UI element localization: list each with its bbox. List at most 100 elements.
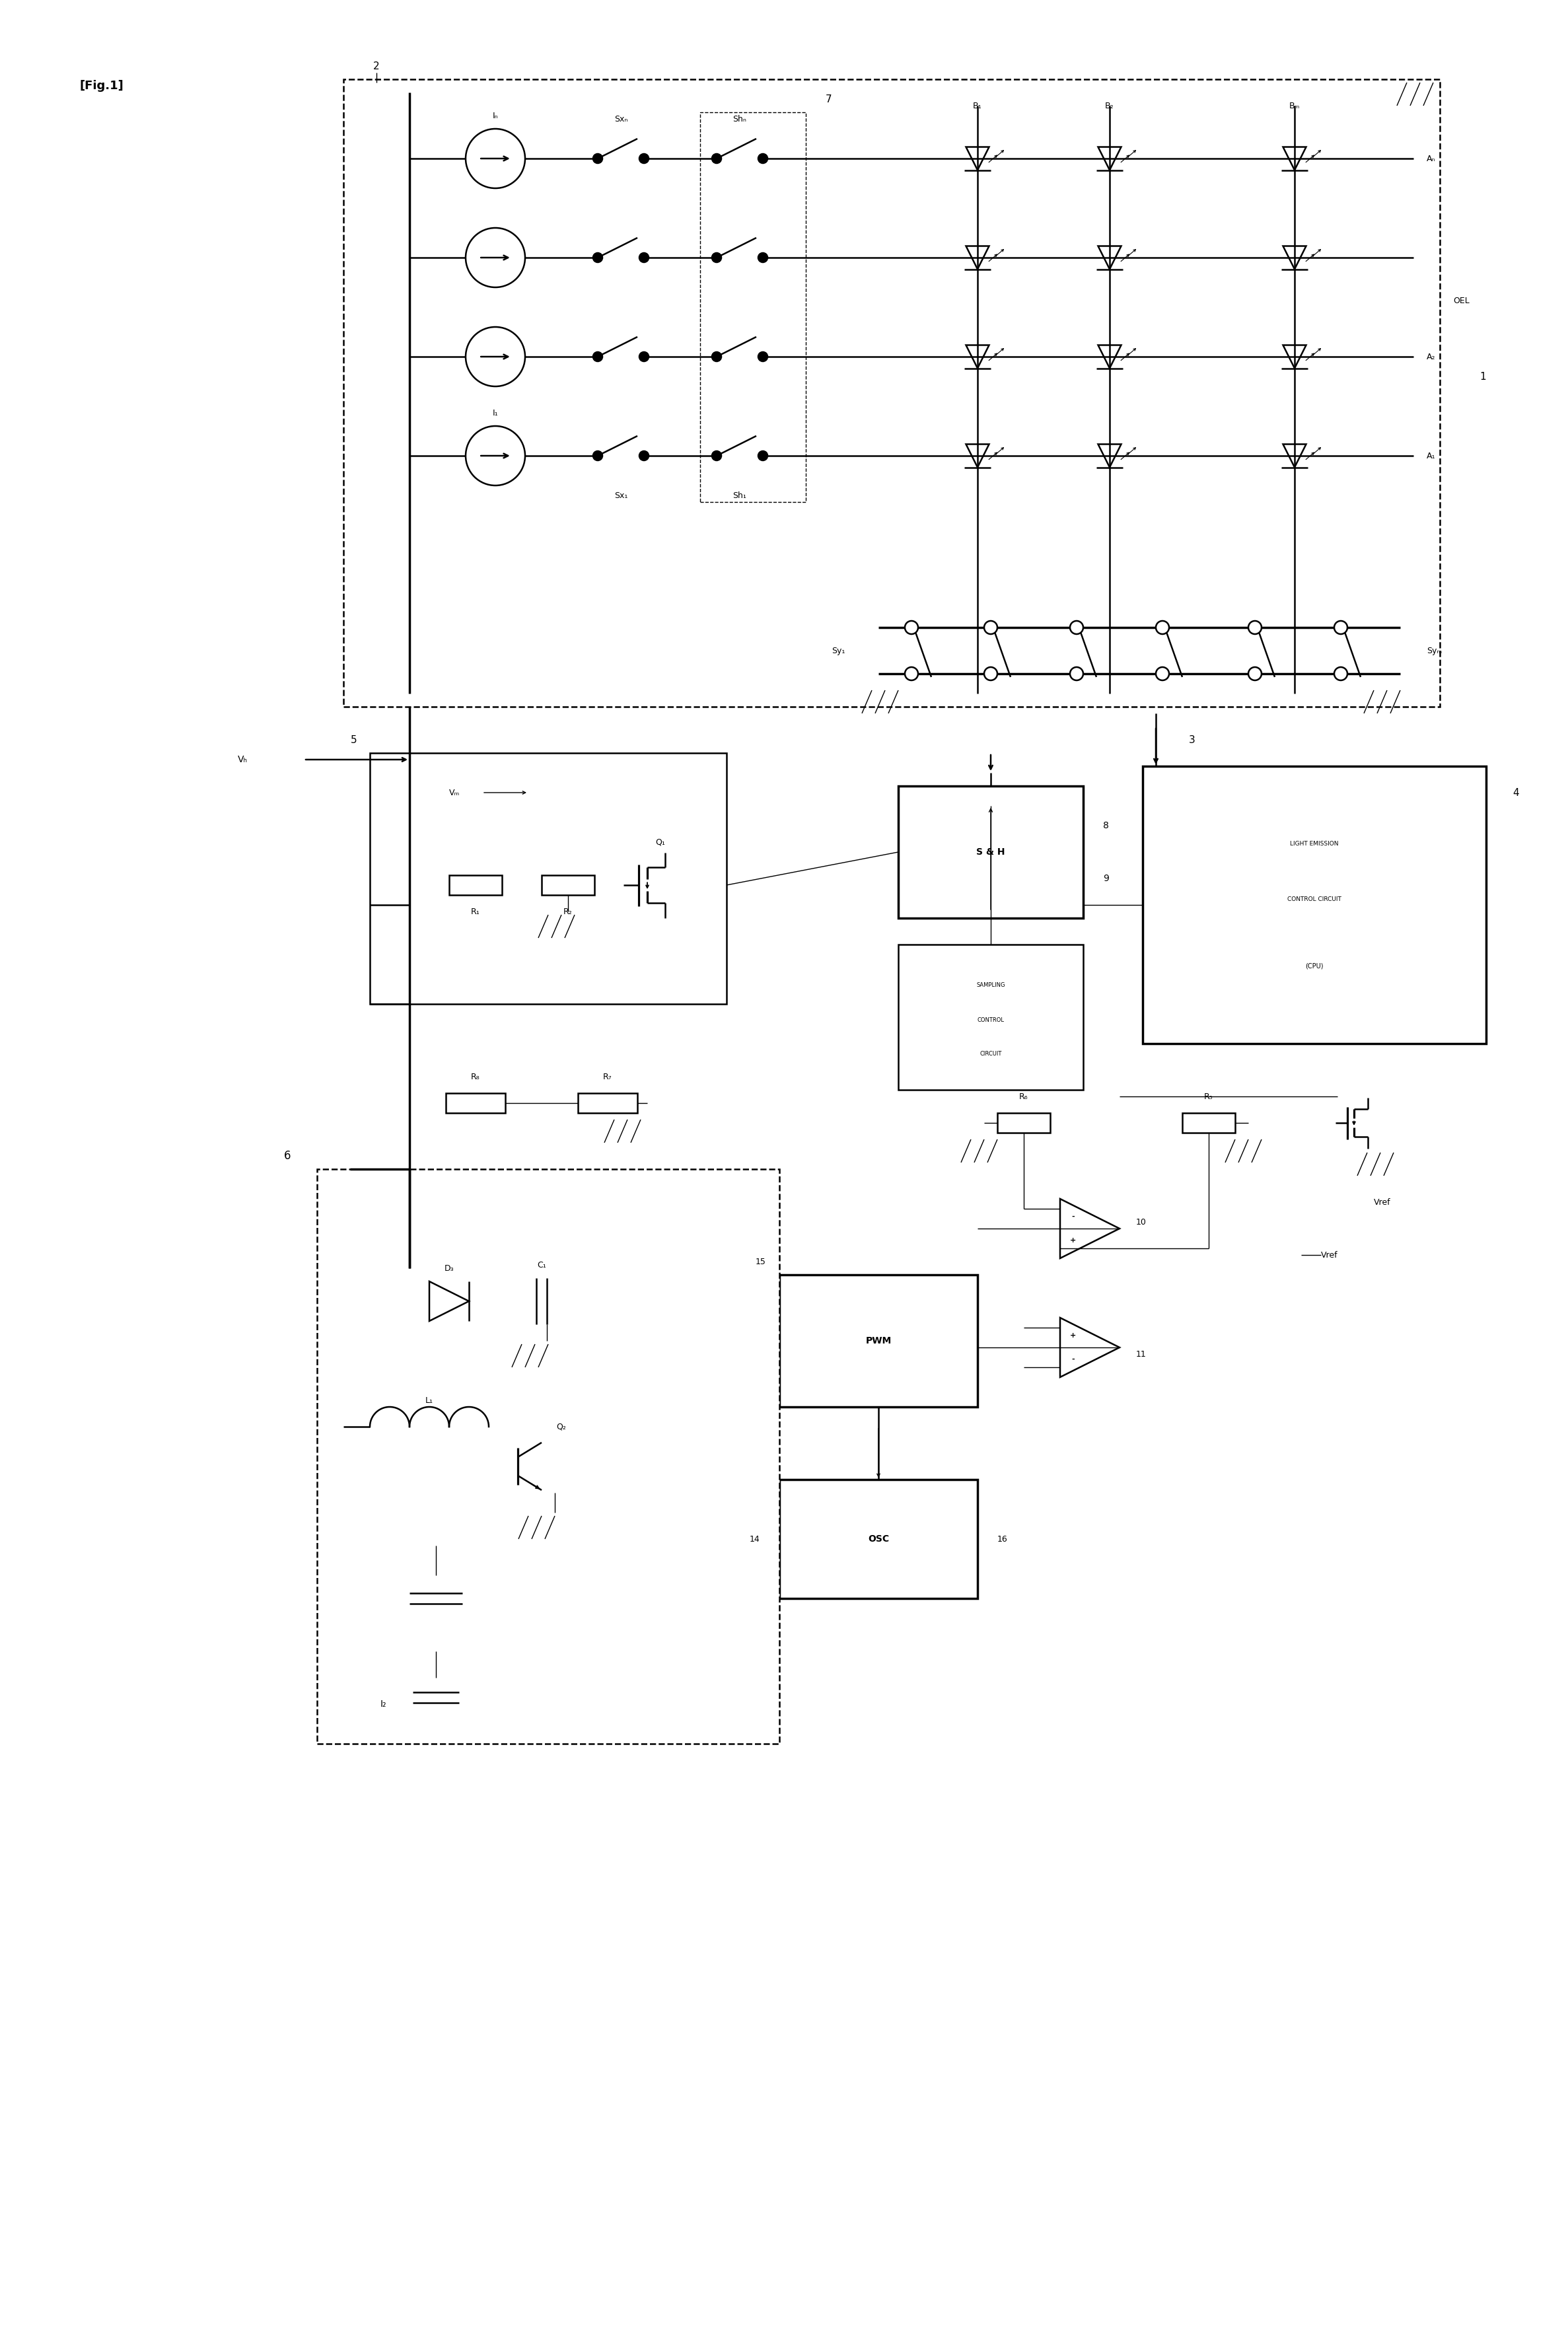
Circle shape xyxy=(905,667,919,681)
Text: 4: 4 xyxy=(1513,788,1519,797)
Text: (CPU): (CPU) xyxy=(1305,963,1323,970)
Text: SAMPLING: SAMPLING xyxy=(977,981,1005,988)
Circle shape xyxy=(1334,667,1347,681)
Circle shape xyxy=(712,153,721,163)
Text: 11: 11 xyxy=(1137,1351,1146,1358)
Circle shape xyxy=(712,451,721,460)
Text: Iₙ: Iₙ xyxy=(492,112,499,121)
Bar xyxy=(448,874,502,895)
Text: Vₘ: Vₘ xyxy=(448,788,459,797)
Circle shape xyxy=(712,253,721,263)
Bar xyxy=(343,79,1439,707)
Text: PWM: PWM xyxy=(866,1337,892,1346)
Text: -: - xyxy=(1071,1355,1074,1362)
Circle shape xyxy=(1156,621,1170,635)
Text: A₂: A₂ xyxy=(1427,353,1436,360)
Text: [Fig.1]: [Fig.1] xyxy=(80,79,124,91)
Text: Bₘ: Bₘ xyxy=(1289,102,1300,109)
Circle shape xyxy=(1248,667,1262,681)
Text: R₇: R₇ xyxy=(604,1072,612,1081)
Text: Vref: Vref xyxy=(1320,1251,1338,1260)
Text: C₁: C₁ xyxy=(538,1260,546,1269)
Circle shape xyxy=(466,328,525,386)
Bar xyxy=(579,1093,637,1114)
Text: Sy₁: Sy₁ xyxy=(833,646,845,656)
Circle shape xyxy=(466,425,525,486)
Text: 5: 5 xyxy=(350,735,356,744)
Text: 9: 9 xyxy=(1102,874,1109,884)
Text: +: + xyxy=(1069,1237,1076,1244)
Text: CIRCUIT: CIRCUIT xyxy=(980,1051,1002,1056)
Circle shape xyxy=(640,253,649,263)
Bar xyxy=(445,1093,505,1114)
Text: R₆: R₆ xyxy=(1019,1093,1029,1100)
Text: I₂: I₂ xyxy=(379,1700,386,1709)
Text: Shₙ: Shₙ xyxy=(732,114,746,123)
Text: LIGHT EMISSION: LIGHT EMISSION xyxy=(1290,842,1339,846)
Circle shape xyxy=(1069,667,1083,681)
Text: Syₘ: Syₘ xyxy=(1427,646,1443,656)
Text: OEL: OEL xyxy=(1454,295,1469,305)
Text: A₁: A₁ xyxy=(1427,451,1436,460)
Text: 3: 3 xyxy=(1189,735,1195,744)
Bar xyxy=(997,1114,1051,1132)
Text: S & H: S & H xyxy=(977,846,1005,856)
Text: L₁: L₁ xyxy=(425,1395,433,1404)
Circle shape xyxy=(640,451,649,460)
Text: 2: 2 xyxy=(373,60,379,72)
Circle shape xyxy=(466,228,525,288)
Bar xyxy=(1182,1114,1236,1132)
Circle shape xyxy=(466,128,525,188)
Text: I₁: I₁ xyxy=(492,409,499,416)
Text: Sh₁: Sh₁ xyxy=(732,491,746,500)
Text: D₃: D₃ xyxy=(444,1265,455,1272)
Text: 10: 10 xyxy=(1137,1218,1146,1225)
Text: R₁: R₁ xyxy=(470,907,480,916)
Text: Vₕ: Vₕ xyxy=(238,756,248,765)
Text: -: - xyxy=(1071,1214,1074,1221)
Text: 7: 7 xyxy=(826,93,833,105)
Circle shape xyxy=(985,667,997,681)
Circle shape xyxy=(593,451,602,460)
Text: B₁: B₁ xyxy=(974,102,982,109)
Circle shape xyxy=(759,451,767,460)
Bar xyxy=(317,1169,779,1744)
Circle shape xyxy=(905,621,919,635)
Bar xyxy=(1143,767,1486,1044)
Text: 14: 14 xyxy=(750,1535,759,1544)
Circle shape xyxy=(1334,621,1347,635)
Bar xyxy=(370,753,726,1004)
Text: CONTROL: CONTROL xyxy=(977,1016,1004,1023)
Text: Q₂: Q₂ xyxy=(557,1423,566,1430)
Circle shape xyxy=(640,153,649,163)
Circle shape xyxy=(1069,621,1083,635)
Bar xyxy=(779,1479,977,1600)
Text: 8: 8 xyxy=(1102,821,1109,830)
Circle shape xyxy=(593,351,602,360)
Text: Vref: Vref xyxy=(1374,1197,1391,1207)
Text: OSC: OSC xyxy=(867,1535,889,1544)
Text: 1: 1 xyxy=(1480,372,1486,381)
Circle shape xyxy=(593,253,602,263)
Circle shape xyxy=(985,621,997,635)
Bar xyxy=(898,786,1083,918)
Circle shape xyxy=(759,153,767,163)
Text: Sx₁: Sx₁ xyxy=(615,491,627,500)
Text: +: + xyxy=(1069,1332,1076,1339)
Circle shape xyxy=(759,351,767,360)
Text: B₂: B₂ xyxy=(1105,102,1115,109)
Text: 6: 6 xyxy=(284,1151,290,1162)
Bar xyxy=(898,944,1083,1090)
Text: CONTROL CIRCUIT: CONTROL CIRCUIT xyxy=(1287,897,1341,902)
Text: R₂: R₂ xyxy=(563,907,572,916)
Circle shape xyxy=(1156,667,1170,681)
Text: Aₙ: Aₙ xyxy=(1427,153,1436,163)
Text: R₈: R₈ xyxy=(470,1072,480,1081)
Circle shape xyxy=(1248,621,1262,635)
Text: Sxₙ: Sxₙ xyxy=(615,114,627,123)
Circle shape xyxy=(759,253,767,263)
Circle shape xyxy=(593,153,602,163)
Circle shape xyxy=(640,351,649,360)
Text: 15: 15 xyxy=(756,1258,767,1265)
Circle shape xyxy=(712,351,721,360)
